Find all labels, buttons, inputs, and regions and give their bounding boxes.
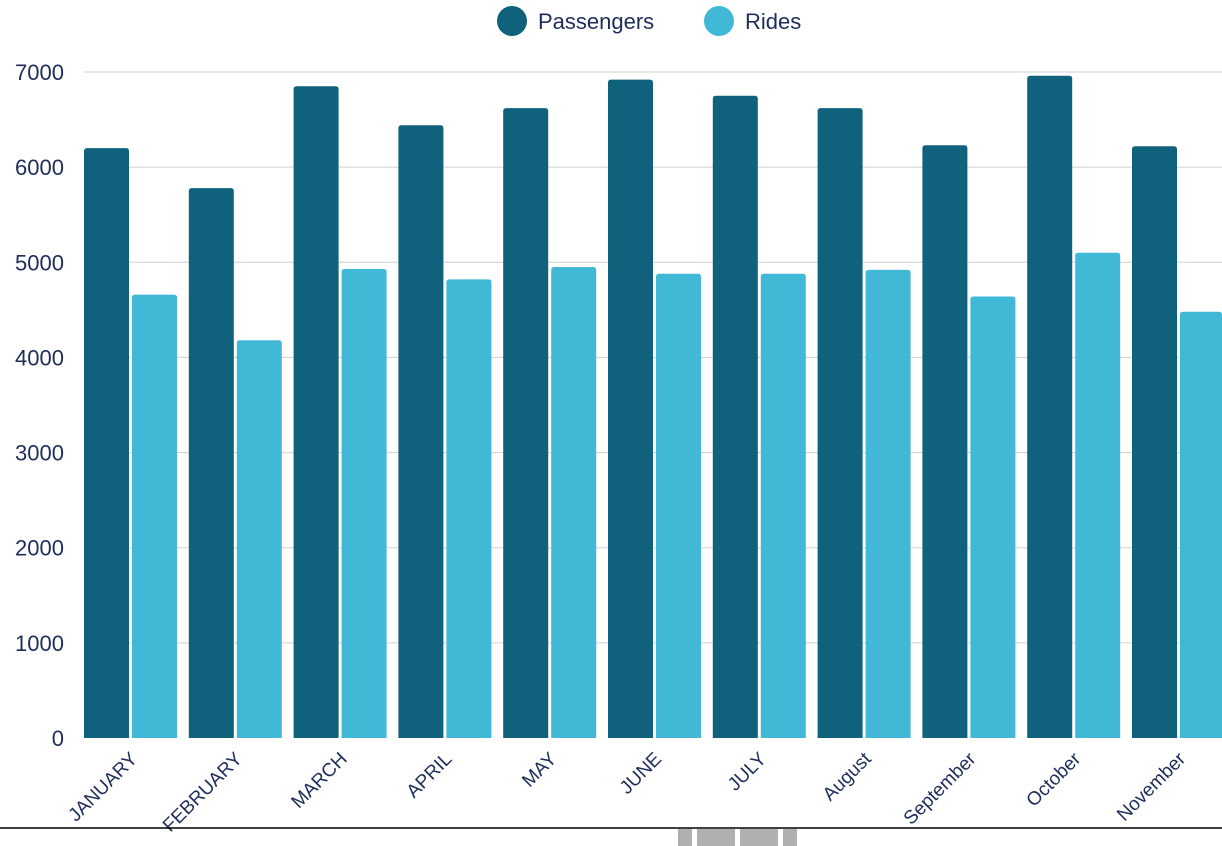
- decorative-marks: [678, 829, 797, 846]
- bar-rides-july: [760, 273, 806, 738]
- bar-passengers-august: [817, 108, 863, 738]
- legend-swatch-rides: [704, 6, 734, 36]
- x-tick-label: November: [1113, 748, 1190, 825]
- bar-passengers-june: [608, 79, 653, 738]
- bar-passengers-february: [188, 188, 234, 738]
- x-tick-label: APRIL: [403, 749, 457, 803]
- x-tick-label: JUNE: [616, 749, 666, 799]
- x-axis-tick-labels: JANUARY FEBRUARY MARCH APRIL MAY JUNE JULY Augu…: [65, 748, 1191, 836]
- x-tick-label: MARCH: [288, 749, 352, 813]
- y-tick-label: 5000: [15, 250, 64, 275]
- bar-rides-august: [865, 269, 911, 738]
- x-tick-label: FEBRUARY: [159, 748, 247, 836]
- x-tick-label: MAY: [518, 748, 561, 791]
- bar-rides-november: [1180, 311, 1222, 738]
- y-tick-label: 0: [52, 726, 64, 751]
- bar-passengers-november: [1132, 146, 1177, 738]
- legend-swatch-passengers: [497, 6, 527, 36]
- x-tick-label: August: [819, 748, 876, 805]
- y-tick-label: 4000: [15, 345, 64, 370]
- y-axis-tick-labels: 0 1000 2000 3000 4000 5000 6000 7000: [15, 60, 64, 751]
- bar-rides-september: [970, 296, 1016, 738]
- bar-passengers-may: [503, 108, 549, 738]
- bar-passengers-april: [398, 125, 444, 738]
- x-tick-label: JULY: [724, 748, 771, 795]
- bar-rides-january: [132, 294, 177, 738]
- x-tick-label: October: [1023, 748, 1086, 811]
- bar-rides-june: [656, 273, 701, 738]
- bar-passengers-january: [84, 148, 129, 739]
- bar-rides-march: [341, 268, 387, 738]
- bar-passengers-september: [922, 145, 968, 738]
- bars: [84, 75, 1222, 739]
- y-tick-label: 1000: [15, 631, 64, 656]
- y-tick-label: 7000: [15, 60, 64, 85]
- bar-passengers-march: [293, 86, 339, 739]
- x-tick-label: September: [900, 748, 981, 829]
- y-tick-label: 6000: [15, 155, 64, 180]
- bar-rides-may: [551, 267, 597, 738]
- legend-label-rides: Rides: [745, 9, 801, 34]
- legend-label-passengers: Passengers: [538, 9, 654, 34]
- bar-rides-april: [446, 279, 492, 738]
- bar-passengers-july: [712, 95, 758, 739]
- bar-passengers-october: [1027, 75, 1073, 738]
- y-tick-label: 3000: [15, 441, 64, 466]
- x-tick-label: JANUARY: [65, 748, 143, 826]
- legend: Passengers Rides: [497, 6, 801, 36]
- y-tick-label: 2000: [15, 536, 64, 561]
- bar-rides-february: [236, 340, 282, 738]
- bar-rides-october: [1075, 252, 1121, 738]
